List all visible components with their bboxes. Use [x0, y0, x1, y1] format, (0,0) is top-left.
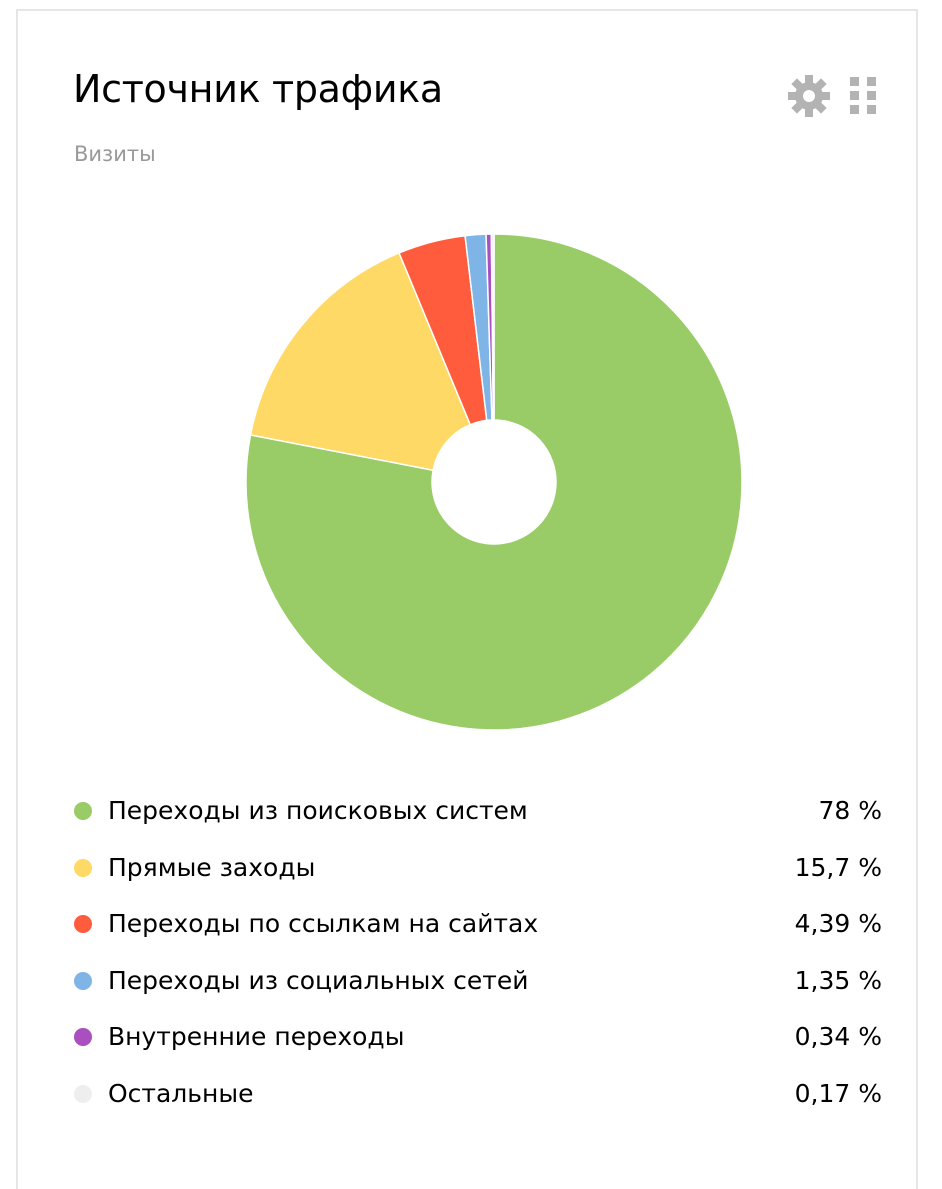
traffic-source-widget: Источник трафика Визиты Переходы из поис…	[16, 9, 918, 1189]
legend-label: Прямые заходы	[108, 852, 316, 882]
legend-value: 4,39 %	[794, 909, 882, 938]
legend-label: Остальные	[108, 1078, 254, 1108]
legend-value: 78 %	[818, 796, 882, 825]
drag-handle-icon[interactable]	[848, 73, 878, 119]
legend-label: Переходы из поисковых систем	[108, 796, 528, 825]
legend-dot	[74, 1028, 92, 1046]
legend-label: Внутренние переходы	[108, 1022, 405, 1051]
gear-icon[interactable]	[786, 73, 832, 119]
legend-item[interactable]: Внутренние переходы 0,34 %	[74, 1009, 882, 1066]
legend-value: 0,34 %	[794, 1022, 882, 1051]
legend-dot	[74, 915, 92, 933]
pie-slice[interactable]	[490, 233, 495, 421]
legend-label: Переходы по ссылкам на сайтах	[108, 909, 539, 938]
legend-value: 1,35 %	[794, 965, 882, 995]
widget-subtitle: Визиты	[74, 142, 156, 166]
legend-dot	[74, 971, 92, 990]
legend-value: 0,17 %	[794, 1078, 882, 1108]
traffic-donut-chart	[245, 233, 743, 731]
legend-value: 15,7 %	[794, 852, 882, 882]
legend-dot	[74, 1084, 92, 1103]
legend-label: Переходы из социальных сетей	[108, 965, 529, 995]
legend-item[interactable]: Переходы из поисковых систем 78 %	[74, 783, 882, 840]
legend-item[interactable]: Переходы из социальных сетей 1,35 %	[74, 953, 882, 1010]
legend-item[interactable]: Прямые заходы 15,7 %	[74, 840, 882, 897]
pie-slice[interactable]	[249, 251, 472, 472]
legend-item[interactable]: Остальные 0,17 %	[74, 1066, 882, 1123]
legend-dot	[74, 858, 92, 877]
legend-item[interactable]: Переходы по ссылкам на сайтах 4,39 %	[74, 896, 882, 953]
pie-slice[interactable]	[245, 233, 743, 731]
widget-title: Источник трафика	[73, 67, 443, 111]
legend-dot	[74, 802, 92, 820]
chart-legend: Переходы из поисковых систем 78 % Прямые з…	[74, 783, 882, 1122]
